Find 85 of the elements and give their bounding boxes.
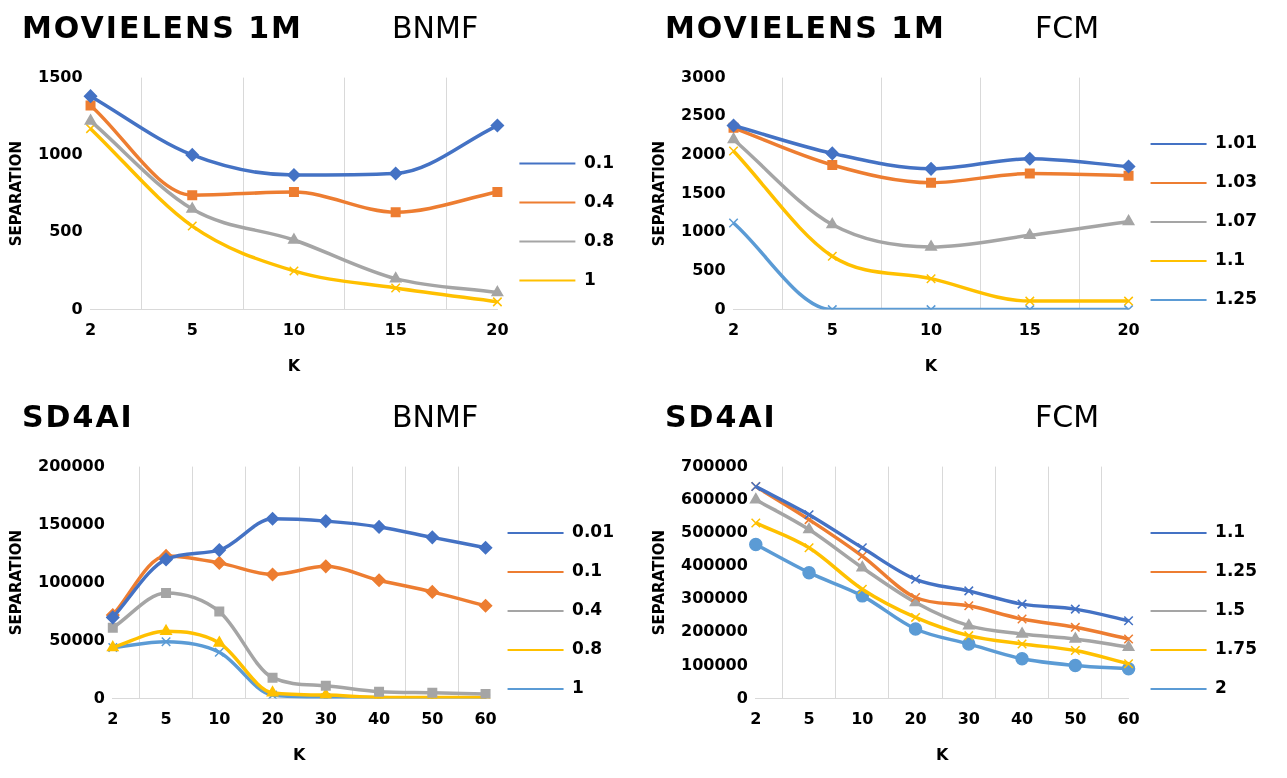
y-axis-title: SEPARATION [6, 140, 25, 247]
x-tick-label: 60 [474, 709, 497, 729]
legend-label: 0.4 [583, 190, 615, 211]
y-tick-label: 50000 [49, 629, 105, 649]
legend-label: 0.1 [583, 151, 615, 172]
y-tick-label: 500 [49, 221, 83, 241]
legend-label: 1.5 [1215, 599, 1246, 620]
x-tick-label: 10 [282, 320, 306, 340]
chart-subtitle: FCM [1035, 10, 1100, 45]
legend-label: 0.1 [572, 560, 603, 581]
x-tick-label: 20 [904, 709, 927, 729]
legend-label: 2 [1215, 677, 1227, 698]
x-tick-label: 15 [1018, 320, 1041, 340]
x-tick-label: 2 [727, 320, 740, 340]
x-tick-label: 20 [486, 320, 509, 340]
x-tick-label: 10 [851, 709, 874, 729]
x-tick-label: 40 [1010, 709, 1034, 729]
y-tick-label: 100000 [681, 654, 748, 674]
legend-label: 0.8 [583, 229, 615, 250]
x-axis-title: K [292, 744, 306, 764]
x-tick-label: 20 [261, 709, 284, 729]
chart-subtitle: BNMF [392, 10, 479, 45]
y-tick-label: 0 [714, 298, 726, 318]
legend-label: 1 [583, 268, 596, 289]
y-tick-label: 0 [93, 687, 105, 707]
y-tick-label: 100000 [38, 571, 105, 591]
x-tick-label: 15 [384, 320, 407, 340]
legend-label: 1.75 [1215, 638, 1258, 659]
y-tick-label: 1500 [681, 182, 726, 202]
y-tick-label: 150000 [38, 513, 105, 533]
y-tick-label: 2500 [681, 105, 726, 125]
x-tick-label: 5 [803, 709, 815, 729]
y-axis-title: SEPARATION [649, 140, 668, 247]
y-tick-label: 400000 [681, 555, 748, 575]
y-tick-label: 1500 [38, 66, 83, 86]
chart-title: MOVIELENS 1M [22, 10, 303, 45]
chart-title: SD4AI [22, 399, 134, 434]
x-tick-label: 2 [84, 320, 97, 340]
x-axis-title: K [924, 355, 938, 375]
x-tick-label: 30 [957, 709, 980, 729]
chart-title: MOVIELENS 1M [665, 10, 946, 45]
legend-label: 1.25 [1215, 560, 1258, 581]
y-tick-label: 700000 [681, 455, 748, 475]
y-tick-label: 1000 [681, 221, 726, 241]
y-tick-label: 1000 [38, 144, 83, 164]
x-tick-label: 50 [421, 709, 444, 729]
y-tick-label: 3000 [681, 66, 726, 86]
chart-subtitle: FCM [1035, 399, 1100, 434]
x-tick-label: 5 [160, 709, 172, 729]
x-tick-label: 5 [826, 320, 838, 340]
x-tick-label: 20 [1117, 320, 1140, 340]
x-tick-label: 5 [186, 320, 198, 340]
legend-label: 1 [572, 677, 584, 698]
legend-label: 1.03 [1215, 171, 1258, 192]
legend-label: 0.01 [572, 521, 615, 542]
y-tick-label: 600000 [681, 488, 748, 508]
legend-label: 1.1 [1215, 249, 1246, 270]
x-tick-label: 40 [367, 709, 391, 729]
x-tick-label: 2 [107, 709, 119, 729]
legend-label: 0.4 [572, 599, 603, 620]
chart-title: SD4AI [665, 399, 777, 434]
y-tick-label: 500 [692, 260, 726, 280]
y-tick-label: 0 [736, 687, 748, 707]
y-tick-label: 300000 [681, 588, 748, 608]
x-tick-label: 10 [919, 320, 943, 340]
legend-label: 1.25 [1215, 288, 1258, 309]
y-tick-label: 200000 [38, 455, 105, 475]
y-tick-label: 500000 [681, 522, 748, 542]
legend-label: 1.01 [1215, 132, 1258, 153]
legend-label: 0.8 [572, 638, 603, 659]
y-tick-label: 0 [71, 298, 83, 318]
y-tick-label: 2000 [681, 144, 726, 164]
x-tick-label: 60 [1117, 709, 1140, 729]
x-tick-label: 10 [208, 709, 231, 729]
legend-label: 1.07 [1215, 210, 1258, 231]
x-tick-label: 2 [750, 709, 762, 729]
y-axis-title: SEPARATION [649, 529, 668, 636]
x-tick-label: 50 [1064, 709, 1087, 729]
chart-subtitle: BNMF [392, 399, 479, 434]
legend-label: 1.1 [1215, 521, 1246, 542]
x-axis-title: K [935, 744, 949, 764]
x-tick-label: 30 [314, 709, 337, 729]
y-tick-label: 200000 [681, 621, 748, 641]
y-axis-title: SEPARATION [6, 529, 25, 636]
x-axis-title: K [287, 355, 301, 375]
